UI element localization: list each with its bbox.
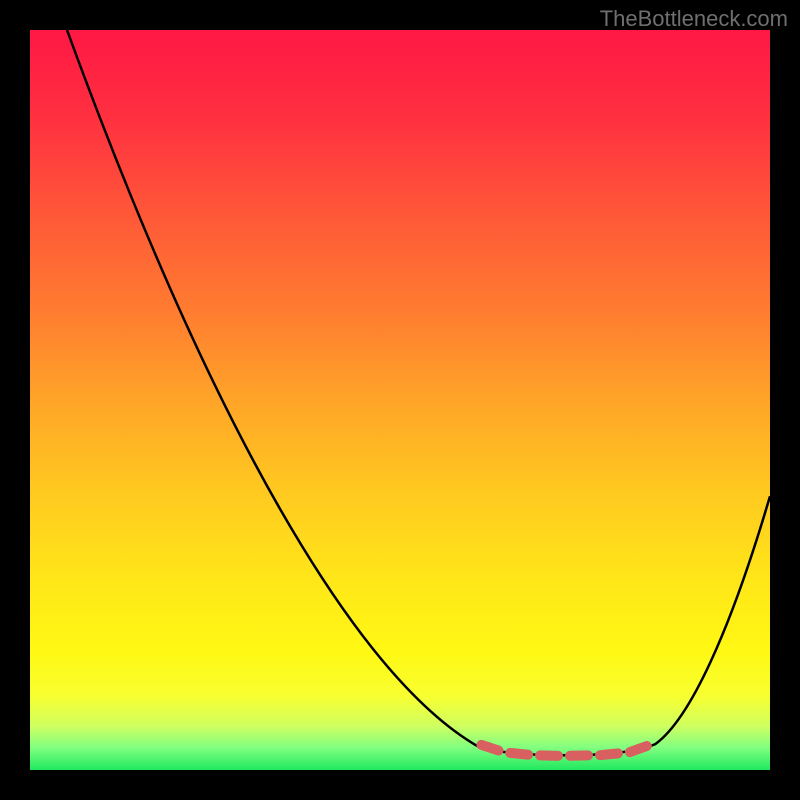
bottleneck-curve xyxy=(67,30,770,755)
chart-container: TheBottleneck.com xyxy=(0,0,800,800)
plot-area xyxy=(30,30,770,770)
watermark-text: TheBottleneck.com xyxy=(600,6,788,32)
valley-marker xyxy=(481,745,650,756)
curve-layer xyxy=(30,30,770,770)
